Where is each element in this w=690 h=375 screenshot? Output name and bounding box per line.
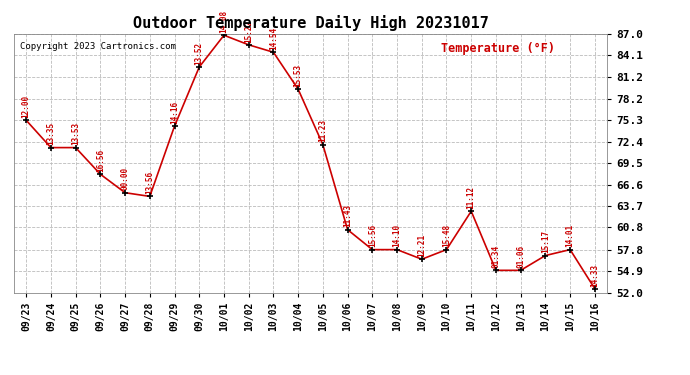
- Text: 12:21: 12:21: [417, 234, 426, 257]
- Text: 01:06: 01:06: [516, 245, 525, 268]
- Text: 14:16: 14:16: [170, 101, 179, 124]
- Text: 13:35: 13:35: [46, 122, 55, 146]
- Text: 16:56: 16:56: [96, 149, 105, 172]
- Text: 00:00: 00:00: [121, 167, 130, 190]
- Text: 01:34: 01:34: [491, 245, 500, 268]
- Text: 14:01: 14:01: [566, 224, 575, 248]
- Text: 11:23: 11:23: [318, 119, 327, 142]
- Title: Outdoor Temperature Daily High 20231017: Outdoor Temperature Daily High 20231017: [132, 15, 489, 31]
- Text: 14:10: 14:10: [393, 224, 402, 248]
- Text: 12:00: 12:00: [21, 95, 30, 118]
- Text: 14:08: 14:08: [219, 10, 228, 33]
- Text: 15:48: 15:48: [442, 224, 451, 248]
- Text: 11:43: 11:43: [343, 204, 352, 228]
- Text: 14:54: 14:54: [269, 27, 278, 50]
- Text: 13:53: 13:53: [71, 122, 80, 146]
- Text: 15:53: 15:53: [294, 64, 303, 87]
- Text: 13:56: 13:56: [146, 171, 155, 194]
- Text: 15:22: 15:22: [244, 20, 253, 43]
- Text: Copyright 2023 Cartronics.com: Copyright 2023 Cartronics.com: [20, 42, 176, 51]
- Text: 13:52: 13:52: [195, 42, 204, 65]
- Text: 15:17: 15:17: [541, 230, 550, 254]
- Text: Temperature (°F): Temperature (°F): [441, 42, 555, 54]
- Text: 15:56: 15:56: [368, 224, 377, 248]
- Text: 11:12: 11:12: [466, 186, 475, 209]
- Text: 14:33: 14:33: [591, 264, 600, 286]
